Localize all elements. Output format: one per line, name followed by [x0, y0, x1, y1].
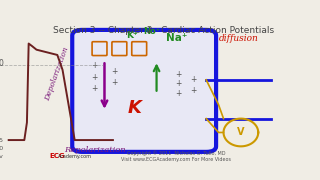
Text: +: +	[111, 78, 117, 87]
Text: Repolarization: Repolarization	[64, 147, 125, 154]
Text: +: +	[92, 61, 98, 70]
Text: K: K	[127, 98, 141, 116]
Text: 0: 0	[0, 59, 4, 68]
Text: -85: -85	[0, 138, 4, 143]
Text: +: +	[191, 86, 197, 95]
Text: Na⁺: Na⁺	[166, 33, 187, 43]
Text: Academy.com: Academy.com	[58, 154, 92, 159]
Text: +: +	[176, 70, 182, 79]
Text: +: +	[176, 79, 182, 88]
Text: +: +	[176, 89, 182, 98]
Text: +: +	[92, 84, 98, 93]
Text: +: +	[191, 75, 197, 84]
Text: Section 3 -- Chapter 2:  Cardiac Action Potentials: Section 3 -- Chapter 2: Cardiac Action P…	[53, 26, 275, 35]
Text: diffusion: diffusion	[219, 34, 258, 43]
Text: +: +	[92, 73, 98, 82]
Text: ECG: ECG	[50, 153, 65, 159]
Text: mv: mv	[0, 154, 4, 159]
Text: Copyright © 2011  Nicholas G. Tullo, MD
Visit www.ECGAcademy.com For More Videos: Copyright © 2011 Nicholas G. Tullo, MD V…	[121, 150, 231, 162]
Text: K⁺: K⁺	[126, 31, 138, 40]
Text: Depolarization: Depolarization	[44, 46, 71, 102]
FancyBboxPatch shape	[72, 30, 216, 152]
Text: -90: -90	[0, 146, 4, 151]
Text: +: +	[111, 67, 117, 76]
Text: V: V	[237, 127, 244, 138]
Text: No⁺: No⁺	[143, 27, 160, 36]
